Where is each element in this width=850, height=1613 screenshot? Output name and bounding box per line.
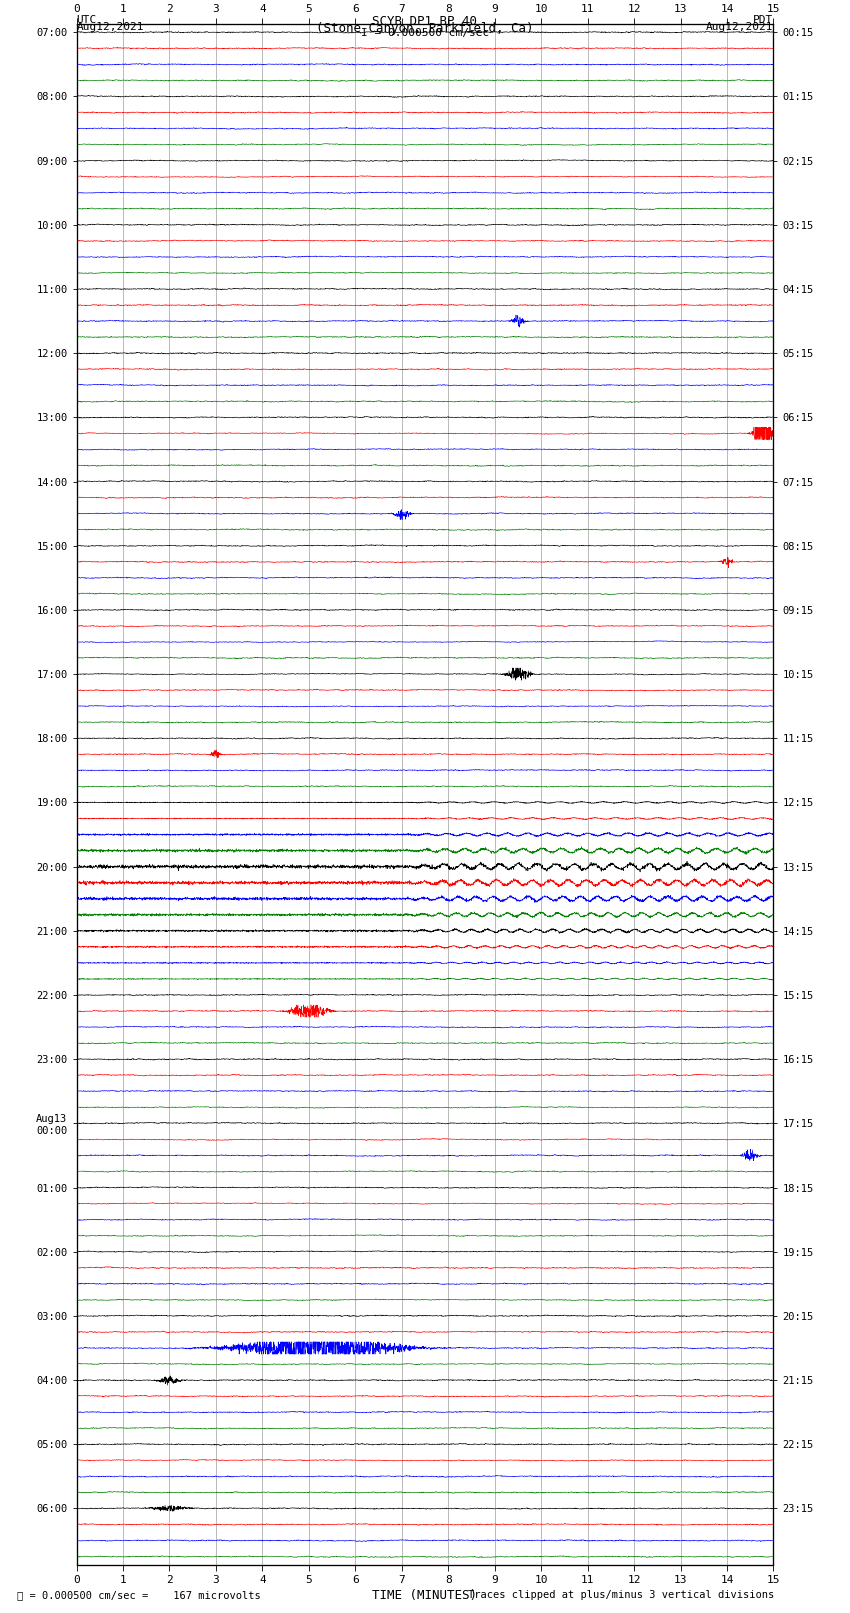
Text: Traces clipped at plus/minus 3 vertical divisions: Traces clipped at plus/minus 3 vertical … [468, 1590, 774, 1600]
Text: (Stone Canyon, Parkfield, Ca): (Stone Canyon, Parkfield, Ca) [316, 23, 534, 35]
Text: ⦃ = 0.000500 cm/sec =    167 microvolts: ⦃ = 0.000500 cm/sec = 167 microvolts [17, 1590, 261, 1600]
Text: PDT: PDT [753, 16, 774, 26]
Text: SCYB DP1 BP 40: SCYB DP1 BP 40 [372, 16, 478, 29]
Text: Aug12,2021: Aug12,2021 [706, 23, 774, 32]
Text: Aug12,2021: Aug12,2021 [76, 23, 144, 32]
X-axis label: TIME (MINUTES): TIME (MINUTES) [372, 1589, 478, 1602]
Text: UTC: UTC [76, 16, 97, 26]
Text: I = 0.000500 cm/sec: I = 0.000500 cm/sec [361, 29, 489, 39]
